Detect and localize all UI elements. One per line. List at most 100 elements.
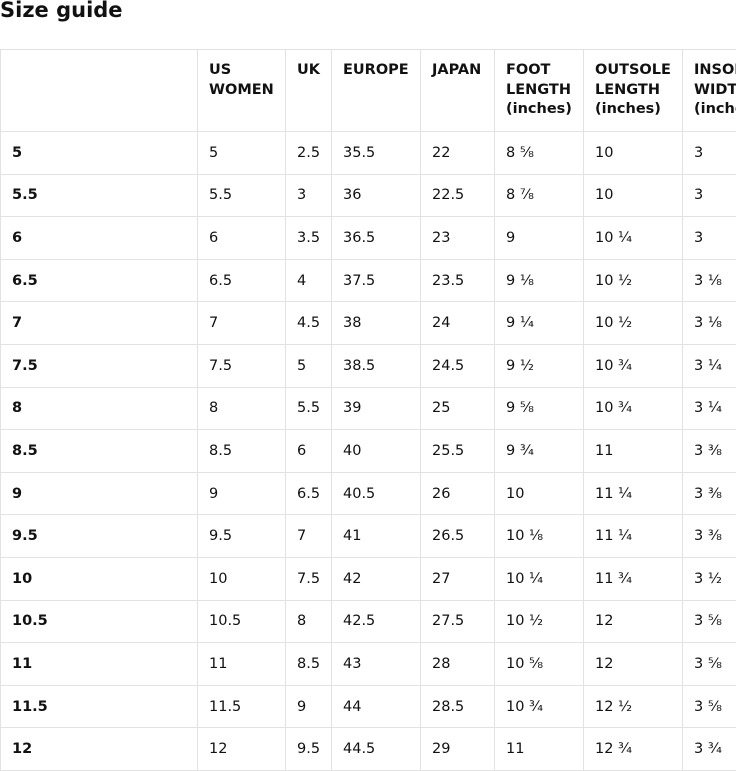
table-cell: 3 ⅝ xyxy=(682,642,736,686)
row-header-cell: 7 xyxy=(0,301,198,345)
table-cell: 4.5 xyxy=(285,301,332,345)
table-cell: 12 xyxy=(197,727,286,771)
table-cell: 10 ¾ xyxy=(583,386,683,431)
table-cell: 3 ⅜ xyxy=(682,429,736,473)
table-cell: 3 ⅜ xyxy=(682,471,736,516)
table-cell: 38 xyxy=(331,301,421,345)
table-cell: 40 xyxy=(331,429,421,473)
table-cell: 25 xyxy=(420,386,495,431)
column-header: EUROPE xyxy=(331,49,421,132)
row-header-cell: 9 xyxy=(0,471,198,516)
table-cell: 7 xyxy=(197,301,286,345)
table-container: US WOMEN UK EUROPE JAPAN FOOT LENGTH (inches) OU… xyxy=(0,49,736,771)
table-cell: 42 xyxy=(331,556,421,601)
table-cell: 4 xyxy=(285,258,332,303)
row-header-cell: 12 xyxy=(0,727,198,771)
row-header-cell: 11 xyxy=(0,642,198,686)
row-header-cell: 9.5 xyxy=(0,514,198,558)
table-cell: 3.5 xyxy=(285,216,332,260)
table-cell: 3 ⅝ xyxy=(682,684,736,729)
table-cell: 6.5 xyxy=(197,258,286,303)
table-cell: 10 ½ xyxy=(583,301,683,345)
table-cell: 3 ⅜ xyxy=(682,514,736,558)
table-cell: 11 xyxy=(494,727,584,771)
table-cell: 22 xyxy=(420,131,495,175)
table-cell: 37.5 xyxy=(331,258,421,303)
table-row: 11 11 8.5 43 28 10 ⅝ 12 3 ⅝ xyxy=(0,642,736,686)
table-cell: 9 xyxy=(197,471,286,516)
table-cell: 8 ⅝ xyxy=(494,131,584,175)
header-text: WIDTH xyxy=(694,81,736,98)
table-cell: 3 ¾ xyxy=(682,727,736,771)
table-cell: 35.5 xyxy=(331,131,421,175)
row-header-cell: 6.5 xyxy=(0,258,198,303)
table-cell: 8.5 xyxy=(285,642,332,686)
table-cell: 23.5 xyxy=(420,258,495,303)
table-cell: 9 ¼ xyxy=(494,301,584,345)
table-cell: 11 ¼ xyxy=(583,514,683,558)
size-table: US WOMEN UK EUROPE JAPAN FOOT LENGTH (inches) OU… xyxy=(0,49,736,771)
table-cell: 7 xyxy=(285,514,332,558)
table-cell: 9 ½ xyxy=(494,343,584,388)
table-cell: 6 xyxy=(197,216,286,260)
table-cell: 36 xyxy=(331,173,421,218)
column-header: UK xyxy=(285,49,332,132)
table-cell: 11 xyxy=(197,642,286,686)
table-cell: 9.5 xyxy=(197,514,286,558)
table-cell: 9 ⅛ xyxy=(494,258,584,303)
row-header-cell: 10 xyxy=(0,556,198,601)
header-row: US WOMEN UK EUROPE JAPAN FOOT LENGTH (inches) OU… xyxy=(0,49,736,132)
table-cell: 3 ⅛ xyxy=(682,301,736,345)
table-row: 5.5 5.5 3 36 22.5 8 ⅞ 10 3 xyxy=(0,173,736,218)
table-cell: 11.5 xyxy=(197,684,286,729)
column-header: OUTSOLE LENGTH (inches) xyxy=(583,49,683,132)
table-cell: 9 ¾ xyxy=(494,429,584,473)
table-cell: 5 xyxy=(285,343,332,388)
column-header: US WOMEN xyxy=(197,49,286,132)
table-cell: 10 ¾ xyxy=(494,684,584,729)
table-cell: 8 xyxy=(197,386,286,431)
column-header: INSOLE WIDTH (inches) xyxy=(682,49,736,132)
table-cell: 5.5 xyxy=(197,173,286,218)
table-cell: 3 ⅛ xyxy=(682,258,736,303)
table-cell: 26 xyxy=(420,471,495,516)
table-cell: 5 xyxy=(197,131,286,175)
table-cell: 3 ¼ xyxy=(682,386,736,431)
table-cell: 3 xyxy=(682,131,736,175)
table-cell: 43 xyxy=(331,642,421,686)
table-row: 5 5 2.5 35.5 22 8 ⅝ 10 3 xyxy=(0,131,736,175)
table-cell: 10 ¼ xyxy=(583,216,683,260)
table-cell: 12 xyxy=(583,599,683,644)
table-cell: 44 xyxy=(331,684,421,729)
header-text: LENGTH xyxy=(595,81,660,98)
table-cell: 9 ⅝ xyxy=(494,386,584,431)
table-cell: 29 xyxy=(420,727,495,771)
table-cell: 36.5 xyxy=(331,216,421,260)
table-cell: 38.5 xyxy=(331,343,421,388)
table-cell: 9 xyxy=(285,684,332,729)
table-cell: 26.5 xyxy=(420,514,495,558)
table-cell: 10 xyxy=(494,471,584,516)
header-text: FOOT xyxy=(506,62,551,78)
table-row: 8.5 8.5 6 40 25.5 9 ¾ 11 3 ⅜ xyxy=(0,429,736,473)
table-cell: 44.5 xyxy=(331,727,421,771)
table-cell: 10 ½ xyxy=(494,599,584,644)
table-cell: 11 xyxy=(583,429,683,473)
table-cell: 39 xyxy=(331,386,421,431)
table-cell: 3 xyxy=(682,216,736,260)
row-header-cell: 5 xyxy=(0,131,198,175)
table-cell: 27.5 xyxy=(420,599,495,644)
column-header xyxy=(0,49,198,132)
table-cell: 10 xyxy=(583,173,683,218)
row-header-cell: 10.5 xyxy=(0,599,198,644)
table-cell: 22.5 xyxy=(420,173,495,218)
column-header: JAPAN xyxy=(420,49,495,132)
table-cell: 10 ⅛ xyxy=(494,514,584,558)
